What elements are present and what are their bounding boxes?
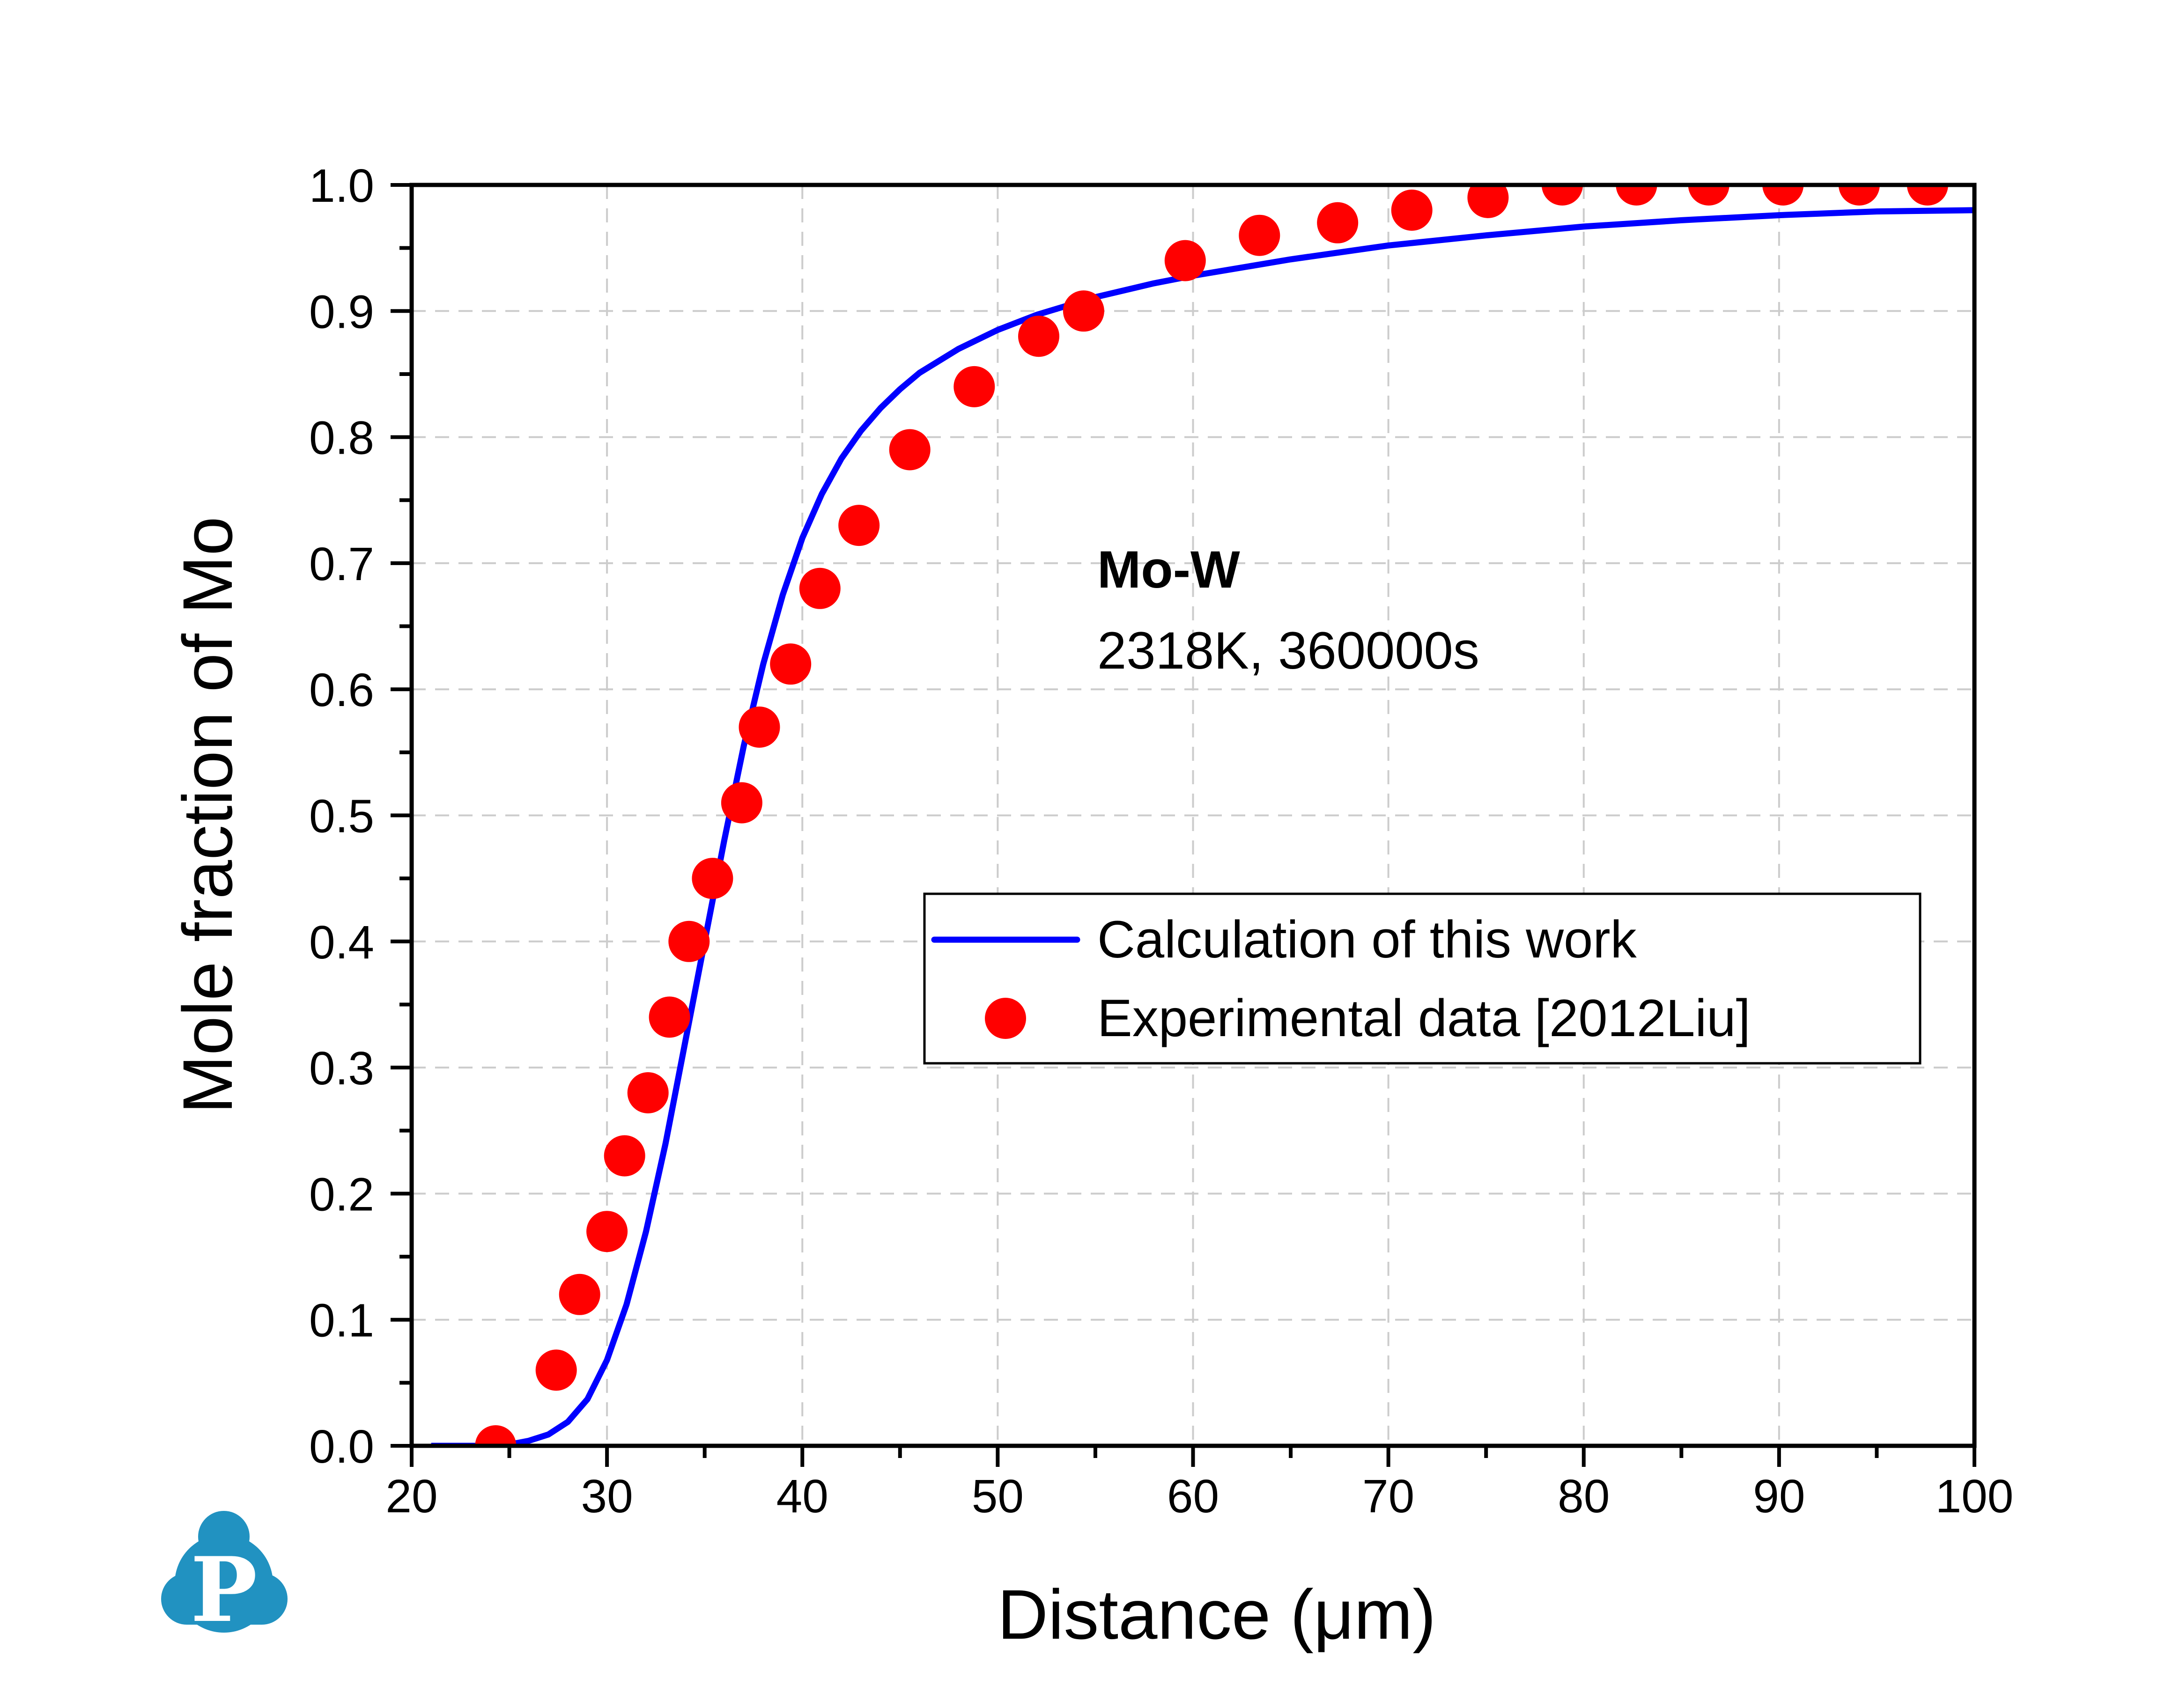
experimental-point	[1762, 185, 1804, 206]
x-axis-title: Distance (μm)	[998, 1575, 1436, 1654]
experimental-point	[1688, 185, 1729, 206]
y-tick-label: 0.8	[309, 412, 374, 464]
x-tick-label: 40	[776, 1470, 828, 1523]
experimental-point	[559, 1274, 600, 1315]
y-tick-label: 0.3	[309, 1042, 374, 1095]
x-tick-labels: 20 30 40 50 60 70 80 90 100	[385, 1470, 2013, 1523]
experimental-point	[799, 567, 841, 609]
experimental-point	[1063, 290, 1104, 332]
experimental-point	[770, 643, 812, 685]
calculation-series	[431, 207, 1974, 1446]
y-tick-label: 1.0	[309, 160, 374, 212]
x-tick-label: 60	[1167, 1470, 1219, 1523]
y-tick-label: 0.7	[309, 538, 374, 590]
experimental-point	[692, 858, 733, 899]
x-tick-label: 100	[1936, 1470, 2014, 1523]
logo: P	[161, 1511, 288, 1642]
experimental-point	[649, 996, 690, 1038]
x-tick-label: 30	[581, 1470, 633, 1523]
experimental-point	[1467, 185, 1509, 218]
experimental-point	[1018, 316, 1059, 357]
experimental-point	[535, 1349, 577, 1391]
grid-lines	[412, 185, 1974, 1446]
experimental-point	[604, 1135, 645, 1177]
experimental-point	[586, 1211, 628, 1252]
y-tick-label: 0.6	[309, 664, 374, 716]
logo-cloud-icon	[161, 1511, 288, 1633]
experimental-point	[1239, 214, 1280, 256]
legend-box	[923, 892, 1922, 1065]
y-tick-label: 0.5	[309, 790, 374, 843]
experimental-point	[627, 1072, 669, 1113]
experimental-point	[1541, 185, 1583, 206]
experimental-point	[889, 429, 931, 471]
experimental-point	[838, 505, 880, 546]
y-tick-label: 0.2	[309, 1168, 374, 1221]
legend: Calculation of this work Experimental da…	[923, 892, 1922, 1065]
x-tick-label: 20	[385, 1470, 437, 1523]
calculation-line	[431, 207, 1974, 1446]
y-tick-label: 0.9	[309, 286, 374, 338]
experimental-point	[475, 1425, 517, 1446]
experimental-point	[739, 707, 780, 748]
logo-letter: P	[191, 1538, 258, 1642]
x-tick-label: 70	[1362, 1470, 1414, 1523]
annotation-system: Mo-W	[1097, 540, 1240, 599]
annotation-conditions: 2318K, 360000s	[1097, 621, 1479, 680]
experimental-point	[953, 366, 995, 407]
experimental-point	[668, 920, 710, 962]
experimental-point	[1164, 240, 1206, 281]
x-tick-label: 90	[1753, 1470, 1805, 1523]
legend-label-calculation: Calculation of this work	[1097, 910, 1637, 969]
experimental-point	[1907, 185, 1948, 206]
y-tick-label: 0.1	[309, 1295, 374, 1347]
y-tick-label: 0.0	[309, 1421, 374, 1473]
experimental-series	[475, 185, 1948, 1446]
y-tick-label: 0.4	[309, 916, 374, 969]
x-tick-label: 50	[972, 1470, 1024, 1523]
experimental-point	[1391, 189, 1433, 231]
y-axis-title: Mole fraction of Mo	[168, 516, 247, 1114]
x-tick-label: 80	[1558, 1470, 1610, 1523]
experimental-point	[721, 782, 762, 824]
y-tick-labels: 0.0 0.1 0.2 0.3 0.4 0.5 0.6 0.7 0.8 0.9 1.0	[309, 160, 374, 1473]
experimental-point	[1616, 185, 1657, 206]
legend-label-experimental: Experimental data [2012Liu]	[1097, 989, 1751, 1047]
axis-ticks	[391, 183, 1976, 1467]
experimental-point	[1838, 185, 1880, 206]
experimental-point	[1317, 202, 1359, 243]
legend-marker-experimental	[985, 998, 1026, 1039]
